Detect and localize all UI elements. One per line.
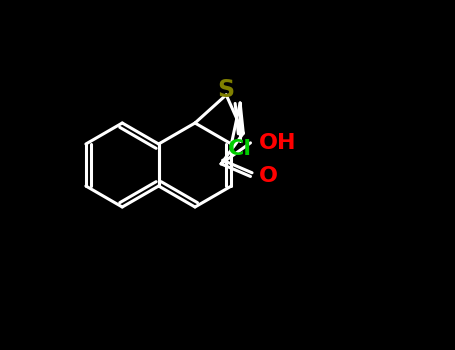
Text: OH: OH: [258, 133, 296, 153]
Text: Cl: Cl: [228, 139, 252, 159]
Text: S: S: [217, 78, 235, 102]
Text: O: O: [258, 167, 278, 187]
